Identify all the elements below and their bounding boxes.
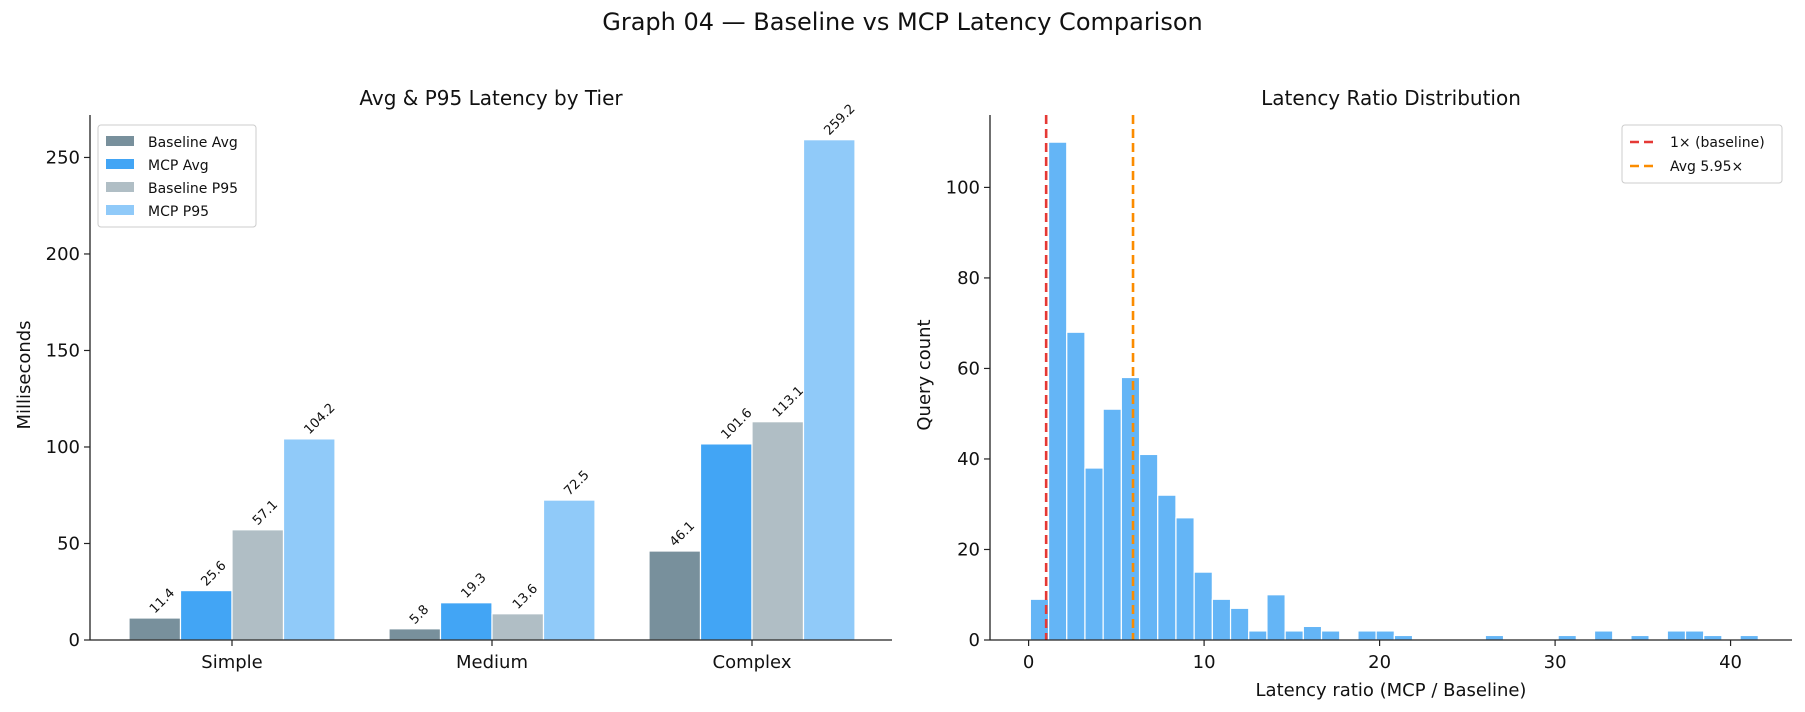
x-tick-label: 0 <box>1023 652 1034 673</box>
legend-box <box>97 124 257 228</box>
bar-value-label: 57.1 <box>250 498 281 529</box>
histogram-bar <box>1229 607 1250 641</box>
histogram-bar <box>1248 630 1268 641</box>
histogram-bar <box>1630 634 1650 641</box>
histogram-bars <box>1029 141 1759 641</box>
bar-value-label: 13.6 <box>510 581 541 612</box>
bar-value-label: 25.6 <box>198 558 229 589</box>
bar-value-label: 5.8 <box>407 602 432 627</box>
histogram-bar <box>1666 630 1687 641</box>
x-tick-label: Medium <box>456 652 528 673</box>
histogram-bar <box>1157 494 1177 641</box>
histogram-bar <box>1557 634 1577 641</box>
histogram-bar <box>1375 630 1395 641</box>
bar-value-label: 11.4 <box>147 586 178 617</box>
histogram-bar <box>1302 625 1323 641</box>
left-legend: Baseline Avg MCP Avg Baseline P95 MCP P95 <box>97 124 257 228</box>
legend-label: MCP P95 <box>148 204 209 220</box>
histogram-bar <box>1266 594 1286 641</box>
y-tick-label: 0 <box>69 630 80 651</box>
histogram-bar <box>1047 141 1068 641</box>
y-tick-label: 80 <box>957 268 980 289</box>
histogram-bar <box>1102 408 1122 641</box>
histogram-bar <box>1138 453 1159 641</box>
legend-swatch <box>106 182 134 192</box>
bar-value-label: 101.6 <box>718 406 755 443</box>
histogram-bar <box>1593 630 1614 641</box>
histogram-bar <box>1211 598 1232 641</box>
histogram-bar <box>1193 571 1213 641</box>
figure-title: Graph 04 — Baseline vs MCP Latency Compa… <box>602 8 1203 36</box>
bar-value-label: 104.2 <box>301 401 338 438</box>
bar-baseline-avg-simple <box>128 617 182 641</box>
histogram-bar <box>1739 634 1759 641</box>
bar-value-label: 113.1 <box>770 384 807 421</box>
legend-box <box>1621 124 1783 184</box>
right-chart: Latency Ratio Distribution 0 10 20 30 40 0 20 4… <box>914 86 1792 701</box>
histogram-bar <box>1066 331 1086 641</box>
histogram-bar <box>1284 630 1304 641</box>
histogram-bar <box>1120 376 1141 641</box>
legend-swatch <box>106 159 134 169</box>
left-y-axis-label: Milliseconds <box>14 320 35 429</box>
right-chart-title: Latency Ratio Distribution <box>1261 86 1521 110</box>
bar-baseline-p95-complex <box>751 421 805 641</box>
bar-mcp-p95-complex <box>802 139 856 641</box>
y-tick-label: 60 <box>957 358 980 379</box>
histogram-bar <box>1357 630 1377 641</box>
legend-swatch <box>106 205 134 215</box>
histogram-bar <box>1703 634 1723 641</box>
bar-value-label: 72.5 <box>561 468 592 499</box>
y-tick-label: 40 <box>957 449 980 470</box>
bar-mcp-avg-simple <box>179 589 233 641</box>
bar-baseline-avg-medium <box>388 628 442 641</box>
y-tick-label: 50 <box>57 533 80 554</box>
histogram-bar <box>1320 630 1341 641</box>
left-chart: Avg & P95 Latency by Tier 11.4 25.6 57.1 10… <box>14 86 892 673</box>
bar-mcp-avg-medium <box>439 602 493 641</box>
legend-label: MCP Avg <box>148 158 209 174</box>
legend-swatch <box>106 136 134 146</box>
bar-mcp-avg-complex <box>699 443 753 641</box>
legend-label: 1× (baseline) <box>1670 135 1765 151</box>
right-x-axis-label: Latency ratio (MCP / Baseline) <box>1256 680 1527 701</box>
reference-lines <box>1044 115 1135 640</box>
histogram-bar <box>1175 517 1195 641</box>
x-tick-label: 40 <box>1719 652 1742 673</box>
y-tick-label: 150 <box>46 340 80 361</box>
bar-baseline-avg-complex <box>648 550 702 641</box>
bar-value-label: 259.2 <box>821 102 858 139</box>
x-tick-label: 30 <box>1544 652 1567 673</box>
bar-mcp-p95-simple <box>282 438 336 641</box>
legend-label: Avg 5.95× <box>1670 159 1743 175</box>
legend-label: Baseline Avg <box>148 135 238 151</box>
right-axes: 0 10 20 30 40 0 20 40 60 80 100 <box>946 115 1792 673</box>
left-axes: Simple Medium Complex 0 50 100 150 200 250 <box>46 115 892 673</box>
histogram-bar <box>1393 634 1414 641</box>
legend-label: Baseline P95 <box>148 181 238 197</box>
histogram-bar <box>1684 630 1705 641</box>
y-tick-label: 0 <box>969 630 980 651</box>
x-tick-label: Complex <box>713 652 792 673</box>
right-legend: 1× (baseline) Avg 5.95× <box>1621 124 1783 184</box>
x-tick-label: 10 <box>1193 652 1216 673</box>
y-tick-label: 250 <box>46 147 80 168</box>
bar-baseline-p95-simple <box>231 529 285 641</box>
histogram-bar <box>1484 634 1505 641</box>
y-tick-label: 20 <box>957 539 980 560</box>
histogram-bar <box>1084 467 1104 641</box>
bar-baseline-p95-medium <box>491 613 545 641</box>
bar-mcp-p95-medium <box>542 499 596 641</box>
right-y-axis-label: Query count <box>914 319 935 430</box>
y-tick-label: 100 <box>46 437 80 458</box>
left-bars <box>128 139 856 641</box>
x-tick-label: 20 <box>1368 652 1391 673</box>
bar-value-label: 46.1 <box>667 519 698 550</box>
y-tick-label: 200 <box>46 244 80 265</box>
x-tick-label: Simple <box>201 652 262 673</box>
left-chart-title: Avg & P95 Latency by Tier <box>359 86 623 110</box>
bar-value-label: 19.3 <box>458 570 489 601</box>
y-tick-label: 100 <box>946 177 980 198</box>
